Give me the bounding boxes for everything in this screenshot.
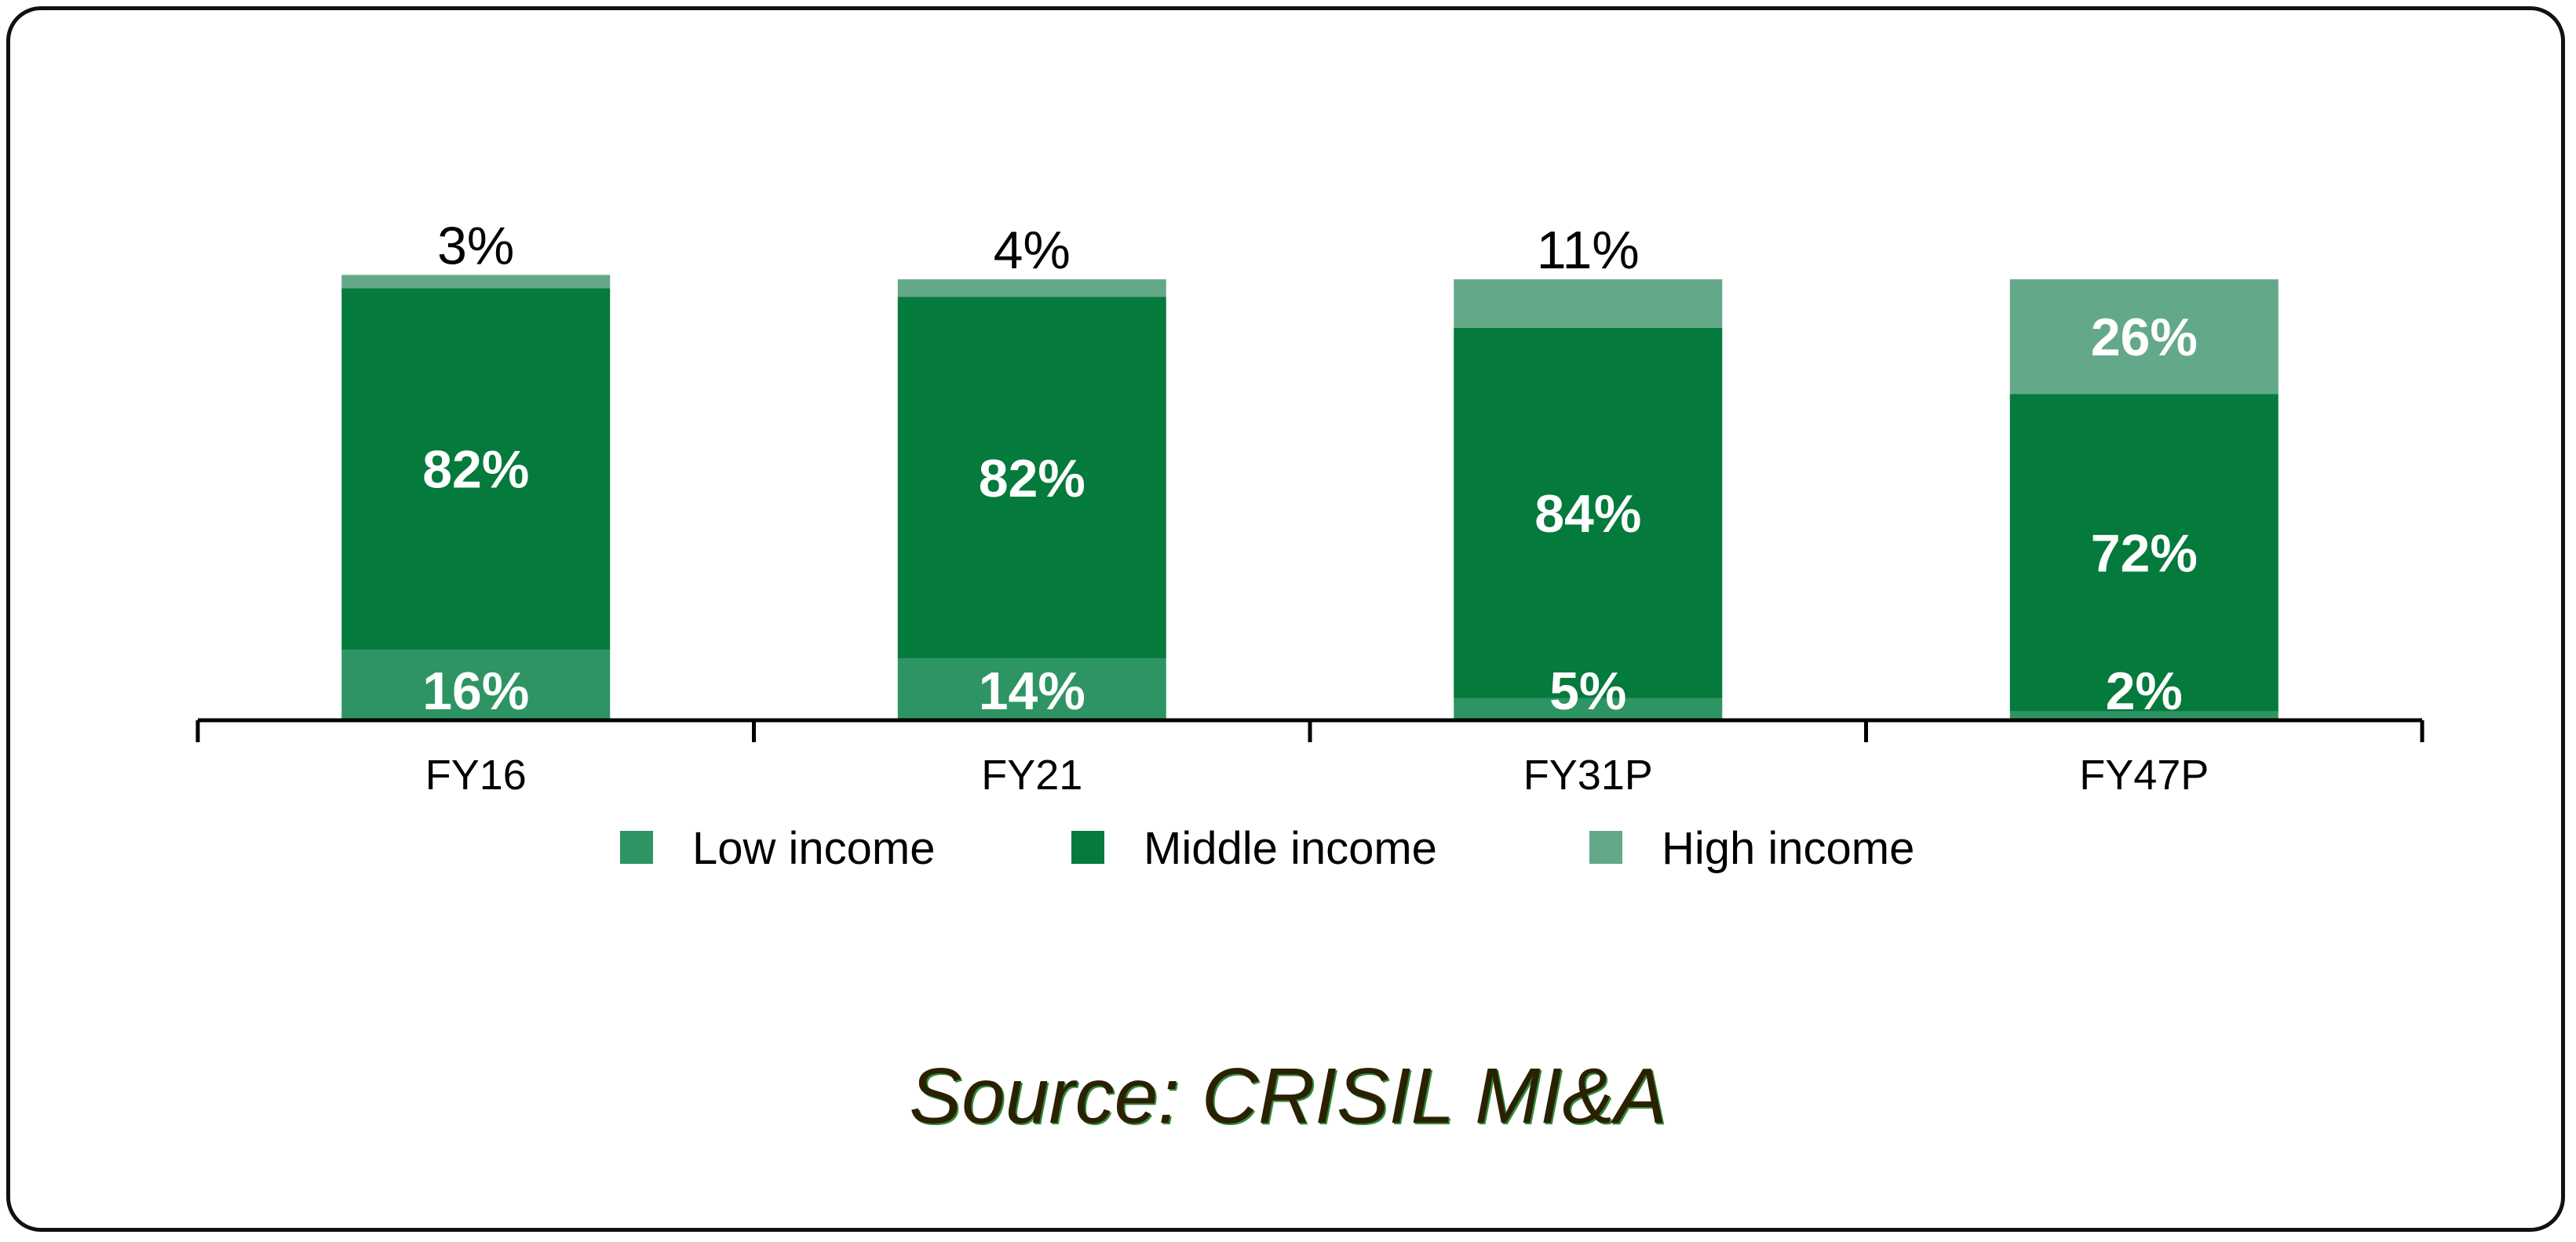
x-tick-label-fy16: FY16 <box>425 752 527 799</box>
data-label-high-income-fy31p: 11% <box>1537 220 1640 280</box>
bar-high-income-fy31p <box>1454 279 1723 328</box>
data-label-high-income-fy16: 3% <box>437 216 514 275</box>
data-label-middle-income-fy47p: 72% <box>2091 523 2198 583</box>
legend-swatch-low-income <box>620 831 653 864</box>
bar-low-income-fy16 <box>341 650 611 720</box>
data-label-middle-income-fy31p: 84% <box>1534 484 1641 544</box>
legend-label-middle-income: Middle income <box>1144 823 1437 874</box>
legend-label-low-income: Low income <box>692 823 935 874</box>
data-label-high-income-fy47p: 26% <box>2091 308 2198 367</box>
x-tick-label-fy21: FY21 <box>981 752 1082 799</box>
data-label-low-income-fy21: 14% <box>979 661 1085 721</box>
bars-group <box>341 275 2279 720</box>
data-label-high-income-fy21: 4% <box>994 220 1071 280</box>
data-label-low-income-fy47p: 2% <box>2106 661 2183 721</box>
x-tick-label-fy47p: FY47P <box>2079 752 2209 799</box>
bar-low-income-fy21 <box>897 658 1166 720</box>
bar-middle-income-fy16 <box>341 288 611 650</box>
legend: Low income Middle income High income <box>620 823 1914 874</box>
bar-high-income-fy16 <box>341 275 611 289</box>
x-tick-label-fy31p: FY31P <box>1523 752 1653 799</box>
bar-low-income-fy31p <box>1454 697 1723 720</box>
bar-middle-income-fy21 <box>897 297 1166 659</box>
data-label-middle-income-fy21: 82% <box>979 449 1085 508</box>
legend-swatch-middle-income <box>1071 831 1104 864</box>
data-label-low-income-fy16: 16% <box>422 661 529 721</box>
bar-high-income-fy21 <box>897 279 1166 297</box>
x-axis: FY16 FY21 FY31P FY47P <box>195 718 2425 799</box>
legend-label-high-income: High income <box>1662 823 1914 874</box>
data-label-low-income-fy31p: 5% <box>1549 661 1626 721</box>
bar-middle-income-fy47p <box>2009 394 2279 712</box>
data-labels-group: 16% 82% 3% 14% 82% 4% 5% 84% 11% 2% 72% 26% <box>422 216 2198 721</box>
source-note: Source: CRISIL MI&A <box>909 1052 1667 1140</box>
bar-high-income-fy47p <box>2009 279 2279 395</box>
bar-low-income-fy47p <box>2009 711 2279 720</box>
legend-swatch-high-income <box>1589 831 1622 864</box>
data-label-middle-income-fy16: 82% <box>422 440 529 500</box>
bar-middle-income-fy31p <box>1454 327 1723 698</box>
